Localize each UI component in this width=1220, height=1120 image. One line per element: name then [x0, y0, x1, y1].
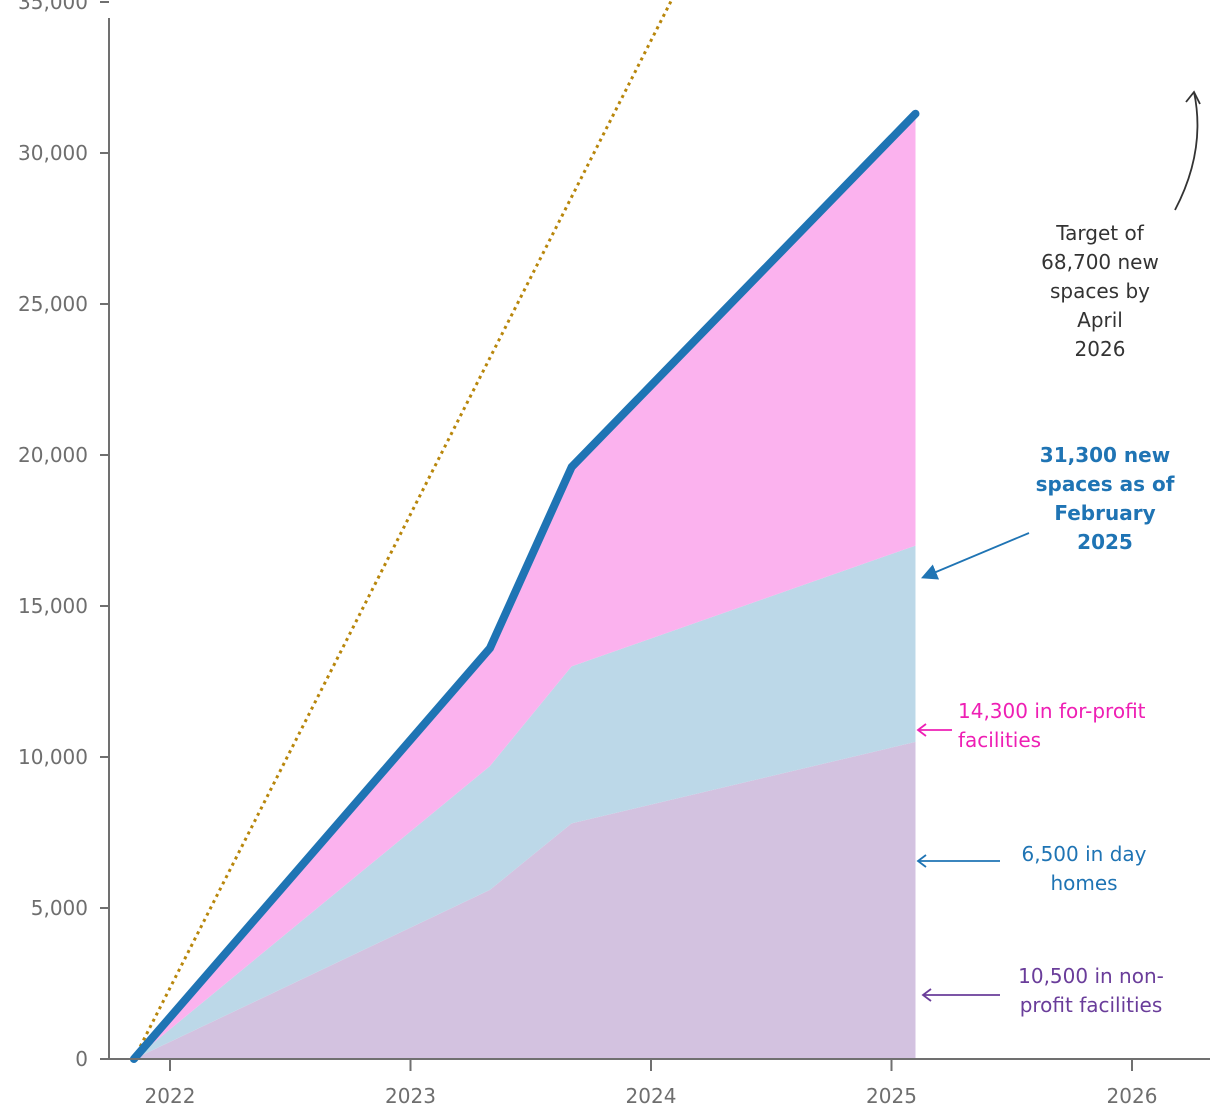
- y-tick-label: 25,000: [18, 292, 88, 316]
- x-tick-label: 2022: [145, 1084, 196, 1108]
- y-tick-label: 15,000: [18, 594, 88, 618]
- non-profit-annotation-line: 10,500 in non-: [1018, 964, 1164, 988]
- current-annotation: 31,300 new spaces as of February 2025: [1017, 441, 1193, 557]
- area-14-300-in-for-profit-facilities: [133, 113, 916, 1059]
- total-line: [129, 109, 920, 1063]
- current-annotation-line: February: [1054, 501, 1156, 525]
- for-profit-annotation: 14,300 in for-profit facilities: [958, 697, 1208, 755]
- target-annotation-line: April: [1077, 308, 1123, 332]
- non-profit-annotation: 10,500 in non- profit facilities: [1000, 962, 1182, 1020]
- y-tick-label: 20,000: [18, 443, 88, 467]
- y-tick-label: 5,000: [31, 896, 88, 920]
- x-tick-label: 2025: [866, 1084, 917, 1108]
- for-profit-annotation-line: 14,300 in for-profit: [958, 699, 1146, 723]
- target-annotation-line: spaces by: [1050, 279, 1150, 303]
- y-tick-label: 30,000: [18, 141, 88, 165]
- x-tick-label: 2023: [385, 1084, 436, 1108]
- y-tick-label: 10,000: [18, 745, 88, 769]
- target-arrowhead: [1185, 90, 1201, 105]
- x-tick-label: 2026: [1107, 1084, 1158, 1108]
- non-profit-arrowhead: [921, 988, 932, 1002]
- day-homes-annotation-line: 6,500 in day: [1021, 842, 1147, 866]
- y-tick-label: 0: [75, 1047, 88, 1071]
- day-homes-annotation-line: homes: [1050, 871, 1118, 895]
- target-line: [132, 0, 674, 1060]
- non-profit-annotation-line: profit facilities: [1019, 993, 1163, 1017]
- day-homes-annotation: 6,500 in day homes: [1004, 840, 1164, 898]
- area-10-500-in-non-profit-facilities: [133, 741, 916, 1059]
- y-tick-label: 35,000: [18, 0, 88, 14]
- area-6-500-in-day-homes: [133, 545, 916, 1059]
- target-annotation: Target of 68,700 new spaces by April 202…: [1024, 219, 1176, 364]
- for-profit-arrowhead: [916, 723, 927, 737]
- target-annotation-line: Target of: [1056, 221, 1144, 245]
- current-annotation-line: 31,300 new: [1039, 443, 1171, 467]
- target-arrow: [1174, 91, 1199, 211]
- current-arrow: [921, 532, 1030, 580]
- x-tick-label: 2024: [626, 1084, 677, 1108]
- day-homes-arrowhead: [916, 854, 927, 868]
- target-annotation-line: 2026: [1074, 337, 1126, 361]
- for-profit-annotation-line: facilities: [958, 728, 1042, 752]
- current-annotation-line: spaces as of: [1035, 472, 1175, 496]
- current-annotation-line: 2025: [1077, 530, 1133, 554]
- target-annotation-line: 68,700 new: [1041, 250, 1159, 274]
